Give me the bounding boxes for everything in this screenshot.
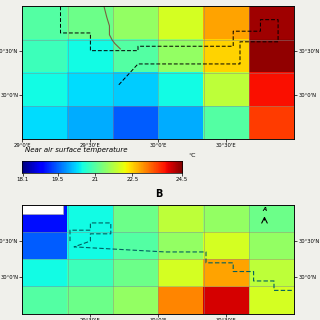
Text: A: A bbox=[262, 207, 267, 212]
Text: °C: °C bbox=[189, 153, 196, 158]
Text: Near air surface temperature: Near air surface temperature bbox=[25, 147, 128, 153]
Text: B: B bbox=[155, 189, 162, 199]
Bar bbox=[22, 205, 63, 214]
